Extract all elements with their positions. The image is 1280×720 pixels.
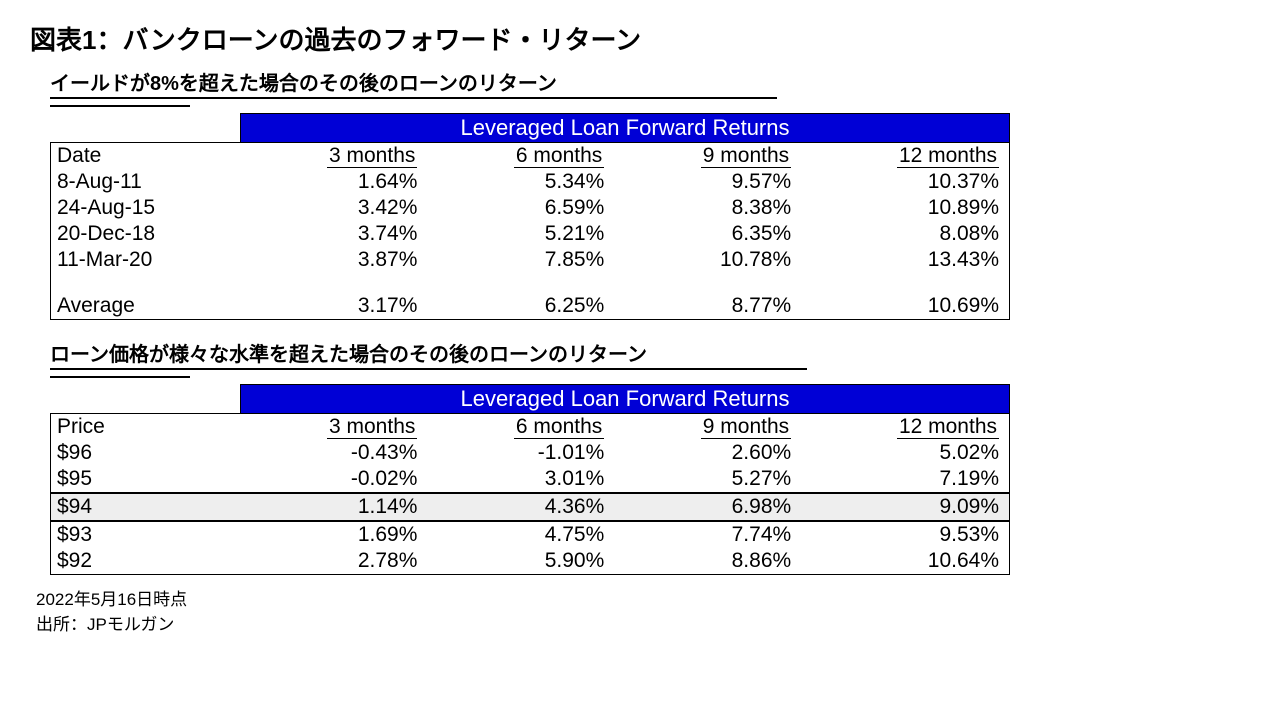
cell: 6.25% xyxy=(427,293,614,320)
cell: 4.75% xyxy=(427,521,614,548)
section1-row-header: Date xyxy=(51,143,241,170)
section1-rule xyxy=(50,105,190,107)
footnote-date: 2022年5月16日時点 xyxy=(36,589,1250,610)
col-9m: 9 months xyxy=(614,143,801,170)
row-label: 8-Aug-11 xyxy=(51,169,241,195)
cell: 9.53% xyxy=(801,521,1009,548)
cell: 6.59% xyxy=(427,195,614,221)
cell: 8.86% xyxy=(614,548,801,575)
section2-table-wrap: Leveraged Loan Forward Returns Price 3 m… xyxy=(50,384,1010,575)
cell: 3.01% xyxy=(427,466,614,493)
cell: 7.74% xyxy=(614,521,801,548)
section2-subtitle: ローン価格が様々な水準を超えた場合のその後のローンのリターン xyxy=(50,338,807,370)
table-row: 24-Aug-15 3.42% 6.59% 8.38% 10.89% xyxy=(51,195,1010,221)
table-row-highlight: $94 1.14% 4.36% 6.98% 9.09% xyxy=(51,493,1010,521)
cell: 7.19% xyxy=(801,466,1009,493)
cell: 6.98% xyxy=(614,493,801,521)
cell: 9.57% xyxy=(614,169,801,195)
cell: 3.87% xyxy=(241,247,428,273)
table-row: 11-Mar-20 3.87% 7.85% 10.78% 13.43% xyxy=(51,247,1010,273)
cell: 8.08% xyxy=(801,221,1009,247)
cell: 5.02% xyxy=(801,440,1009,466)
col-6m: 6 months xyxy=(427,143,614,170)
section1-subtitle-wrap: イールドが8%を超えた場合のその後のローンのリターン xyxy=(30,63,1250,101)
table-row: $96 -0.43% -1.01% 2.60% 5.02% xyxy=(51,440,1010,466)
cell: 10.69% xyxy=(801,293,1009,320)
cell: -0.43% xyxy=(241,440,428,466)
cell: 3.42% xyxy=(241,195,428,221)
average-row: Average 3.17% 6.25% 8.77% 10.69% xyxy=(51,293,1010,320)
cell: 1.14% xyxy=(241,493,428,521)
cell: 5.34% xyxy=(427,169,614,195)
col-3m: 3 months xyxy=(241,143,428,170)
cell: 13.43% xyxy=(801,247,1009,273)
section1-table-wrap: Leveraged Loan Forward Returns Date 3 mo… xyxy=(50,113,1010,320)
table-row: $93 1.69% 4.75% 7.74% 9.53% xyxy=(51,521,1010,548)
spacer xyxy=(51,385,241,414)
table-row: $95 -0.02% 3.01% 5.27% 7.19% xyxy=(51,466,1010,493)
chart-title: 図表1：バンクローンの過去のフォワード・リターン xyxy=(30,20,1250,57)
row-label: 20-Dec-18 xyxy=(51,221,241,247)
cell: 8.77% xyxy=(614,293,801,320)
cell: 5.27% xyxy=(614,466,801,493)
section2-table: Leveraged Loan Forward Returns Price 3 m… xyxy=(50,384,1010,575)
cell: 8.38% xyxy=(614,195,801,221)
cell: 4.36% xyxy=(427,493,614,521)
section1-banner-row: Leveraged Loan Forward Returns xyxy=(51,114,1010,143)
cell: 10.89% xyxy=(801,195,1009,221)
section1-table: Leveraged Loan Forward Returns Date 3 mo… xyxy=(50,113,1010,320)
table-row: 8-Aug-11 1.64% 5.34% 9.57% 10.37% xyxy=(51,169,1010,195)
section1-subtitle: イールドが8%を超えた場合のその後のローンのリターン xyxy=(50,67,777,99)
cell: 3.17% xyxy=(241,293,428,320)
section1-header-row: Date 3 months 6 months 9 months 12 month… xyxy=(51,143,1010,170)
cell: 1.69% xyxy=(241,521,428,548)
row-label: $93 xyxy=(51,521,241,548)
row-label: $96 xyxy=(51,440,241,466)
cell: 6.35% xyxy=(614,221,801,247)
cell: 2.78% xyxy=(241,548,428,575)
section1-body: 8-Aug-11 1.64% 5.34% 9.57% 10.37% 24-Aug… xyxy=(51,169,1010,320)
col-12m: 12 months xyxy=(801,143,1009,170)
col-6m: 6 months xyxy=(427,414,614,441)
section2-body: $96 -0.43% -1.01% 2.60% 5.02% $95 -0.02%… xyxy=(51,440,1010,575)
cell: 3.74% xyxy=(241,221,428,247)
row-label: $95 xyxy=(51,466,241,493)
cell: 2.60% xyxy=(614,440,801,466)
cell: 1.64% xyxy=(241,169,428,195)
table-row: 20-Dec-18 3.74% 5.21% 6.35% 8.08% xyxy=(51,221,1010,247)
section2-banner: Leveraged Loan Forward Returns xyxy=(241,385,1010,414)
gap-row xyxy=(51,273,1010,293)
cell: 9.09% xyxy=(801,493,1009,521)
col-3m: 3 months xyxy=(241,414,428,441)
cell: 10.64% xyxy=(801,548,1009,575)
section2-banner-row: Leveraged Loan Forward Returns xyxy=(51,385,1010,414)
section2-rule xyxy=(50,376,190,378)
col-9m: 9 months xyxy=(614,414,801,441)
spacer xyxy=(51,114,241,143)
cell: 10.37% xyxy=(801,169,1009,195)
page: 図表1：バンクローンの過去のフォワード・リターン イールドが8%を超えた場合のそ… xyxy=(0,0,1280,646)
cell: 10.78% xyxy=(614,247,801,273)
col-12m: 12 months xyxy=(801,414,1009,441)
section2-row-header: Price xyxy=(51,414,241,441)
cell: -0.02% xyxy=(241,466,428,493)
row-label: $94 xyxy=(51,493,241,521)
average-label: Average xyxy=(51,293,241,320)
row-label: $92 xyxy=(51,548,241,575)
footnote-source: 出所：JPモルガン xyxy=(36,614,1250,635)
section1-banner: Leveraged Loan Forward Returns xyxy=(241,114,1010,143)
cell: -1.01% xyxy=(427,440,614,466)
cell: 7.85% xyxy=(427,247,614,273)
cell: 5.90% xyxy=(427,548,614,575)
row-label: 11-Mar-20 xyxy=(51,247,241,273)
section2-header-row: Price 3 months 6 months 9 months 12 mont… xyxy=(51,414,1010,441)
row-label: 24-Aug-15 xyxy=(51,195,241,221)
section2-subtitle-wrap: ローン価格が様々な水準を超えた場合のその後のローンのリターン xyxy=(30,334,1250,372)
cell: 5.21% xyxy=(427,221,614,247)
table-row: $92 2.78% 5.90% 8.86% 10.64% xyxy=(51,548,1010,575)
